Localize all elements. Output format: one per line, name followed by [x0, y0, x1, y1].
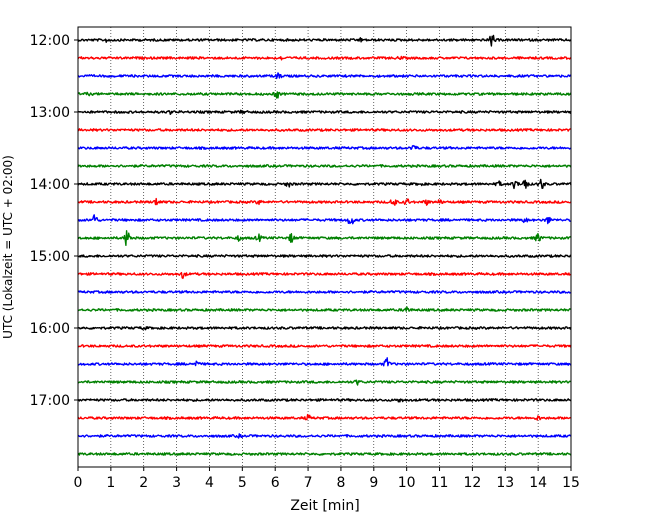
trace-1200 — [77, 34, 572, 47]
x-tick-label-3: 3 — [172, 475, 181, 491]
trace-1615 — [77, 344, 572, 348]
trace-1545 — [77, 306, 572, 312]
trace-1345 — [77, 164, 572, 168]
trace-1630 — [77, 357, 572, 367]
x-tick-label-9: 9 — [369, 475, 378, 491]
x-tick-label-8: 8 — [336, 475, 345, 491]
grid — [110, 27, 539, 467]
y-axis: 12:00 13:00 14:00 15:00 16:00 17:00 — [30, 33, 78, 409]
trace-1645 — [77, 379, 572, 386]
y-tick-label-13:00: 13:00 — [30, 105, 70, 121]
x-tick-label-15: 15 — [562, 475, 580, 491]
traces — [77, 34, 572, 456]
trace-1515 — [77, 271, 571, 280]
trace-1530 — [77, 290, 572, 294]
x-axis-label: Zeit [min] — [290, 498, 359, 514]
x-tick-label-7: 7 — [304, 475, 313, 491]
trace-1500 — [77, 254, 572, 258]
y-tick-label-12:00: 12:00 — [30, 33, 70, 49]
trace-1300 — [77, 109, 572, 116]
x-axis: 0 1 2 3 4 5 6 7 8 9 10 11 12 13 14 15 — [74, 467, 580, 491]
x-tick-label-12: 12 — [463, 475, 481, 491]
trace-1745 — [77, 452, 572, 456]
trace-1415 — [77, 197, 572, 206]
y-tick-label-14:00: 14:00 — [30, 177, 70, 193]
trace-1700 — [77, 398, 572, 403]
trace-1230 — [77, 72, 572, 80]
plot-frame — [77, 26, 572, 468]
y-tick-label-16:00: 16:00 — [30, 321, 70, 337]
trace-1730 — [77, 433, 572, 439]
x-tick-label-11: 11 — [431, 475, 449, 491]
trace-1215 — [77, 55, 572, 61]
trace-1315 — [77, 128, 572, 132]
trace-1445 — [77, 230, 572, 247]
trace-1400 — [77, 178, 572, 190]
trace-1430 — [77, 214, 572, 225]
x-tick-label-13: 13 — [496, 475, 514, 491]
trace-1245 — [77, 91, 572, 99]
x-tick-label-6: 6 — [271, 475, 280, 491]
x-tick-label-1: 1 — [106, 475, 115, 491]
x-tick-label-0: 0 — [74, 475, 83, 491]
x-tick-label-14: 14 — [529, 475, 547, 491]
x-tick-label-4: 4 — [205, 475, 214, 491]
x-tick-label-5: 5 — [238, 475, 247, 491]
x-tick-label-10: 10 — [398, 475, 416, 491]
y-axis-label: UTC (Lokalzeit = UTC + 02:00) — [1, 155, 15, 339]
y-tick-label-17:00: 17:00 — [30, 393, 70, 409]
trace-1715 — [77, 413, 572, 421]
plot-background — [78, 27, 571, 467]
trace-1600 — [77, 326, 572, 331]
y-tick-label-15:00: 15:00 — [30, 249, 70, 265]
trace-1330 — [77, 144, 572, 150]
x-tick-label-2: 2 — [139, 475, 148, 491]
